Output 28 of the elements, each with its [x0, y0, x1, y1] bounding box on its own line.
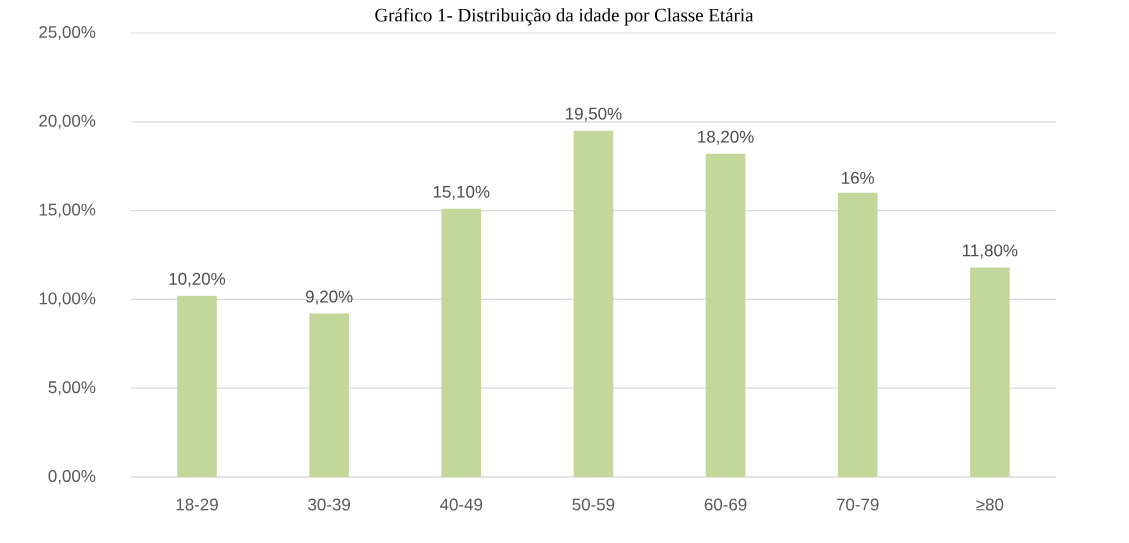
x-tick-label: 18-29	[176, 498, 218, 511]
data-label: 19,50%	[565, 107, 622, 122]
data-label: 16%	[842, 171, 875, 184]
y-tick-label: 10,00%	[39, 292, 96, 307]
data-label: 18,20%	[698, 130, 754, 145]
y-tick-label: 15,00%	[39, 203, 96, 218]
data-label: 10,20%	[169, 272, 226, 287]
y-tick-label: 0,00%	[48, 470, 96, 484]
y-tick-label: 20,00%	[39, 114, 96, 129]
y-tick-label: 5,00%	[48, 381, 96, 396]
bar	[573, 130, 614, 477]
x-tick-label: 30-39	[308, 498, 350, 511]
x-tick-label: 40-49	[440, 498, 483, 511]
x-tick-label: 50-59	[572, 498, 615, 511]
x-tick-label: 70-79	[836, 498, 879, 511]
x-tick-label: 60-69	[704, 498, 747, 511]
bar	[837, 192, 878, 477]
bar	[309, 313, 349, 477]
bar	[705, 153, 746, 477]
chart-title: Gráfico 1- Distribuição da idade por Classe Etária	[375, 8, 754, 26]
y-tick-label: 25,00%	[39, 26, 96, 40]
data-label: 11,80%	[963, 244, 1018, 259]
bar	[970, 267, 1010, 477]
bar	[177, 295, 217, 477]
data-label: 15,10%	[433, 185, 490, 200]
x-tick-label: ≥80	[976, 498, 1004, 511]
bar	[441, 208, 482, 477]
data-label: 9,20%	[305, 290, 353, 305]
